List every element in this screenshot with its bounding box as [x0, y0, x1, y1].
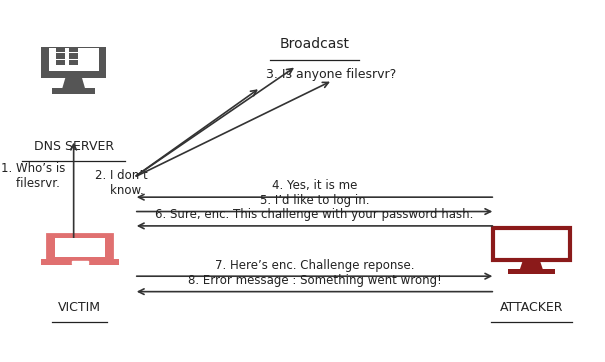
FancyBboxPatch shape — [47, 234, 113, 262]
Text: DNS SERVER: DNS SERVER — [34, 140, 114, 153]
FancyBboxPatch shape — [69, 53, 78, 59]
FancyBboxPatch shape — [56, 60, 65, 65]
Text: ATTACKER: ATTACKER — [500, 301, 563, 314]
FancyBboxPatch shape — [56, 53, 65, 59]
FancyBboxPatch shape — [41, 259, 119, 265]
Text: 4. Yes, it is me: 4. Yes, it is me — [272, 180, 357, 193]
FancyBboxPatch shape — [48, 49, 99, 71]
Text: 3. Is anyone filesrvr?: 3. Is anyone filesrvr? — [266, 68, 397, 81]
Polygon shape — [62, 76, 86, 90]
FancyBboxPatch shape — [508, 269, 555, 274]
FancyBboxPatch shape — [52, 88, 96, 94]
FancyBboxPatch shape — [69, 47, 78, 52]
Text: 2. I don’t
    know.: 2. I don’t know. — [95, 169, 148, 197]
Polygon shape — [519, 258, 543, 271]
Text: 7. Here’s enc. Challenge reponse.: 7. Here’s enc. Challenge reponse. — [215, 258, 414, 272]
FancyBboxPatch shape — [41, 47, 106, 78]
FancyBboxPatch shape — [69, 60, 78, 65]
Text: 6. Sure, enc. This challenge with your password hash.: 6. Sure, enc. This challenge with your p… — [155, 208, 474, 221]
FancyBboxPatch shape — [71, 261, 88, 264]
Text: Broadcast: Broadcast — [280, 37, 350, 51]
FancyBboxPatch shape — [56, 47, 65, 52]
Text: VICTIM: VICTIM — [58, 301, 101, 314]
FancyBboxPatch shape — [493, 228, 569, 260]
Text: 1. Who’s is
    filesrvr.: 1. Who’s is filesrvr. — [1, 161, 66, 190]
Text: 8. Error message : Something went wrong!: 8. Error message : Something went wrong! — [188, 274, 442, 287]
FancyBboxPatch shape — [54, 239, 105, 257]
Text: 5. I’d like to log in.: 5. I’d like to log in. — [260, 194, 369, 207]
